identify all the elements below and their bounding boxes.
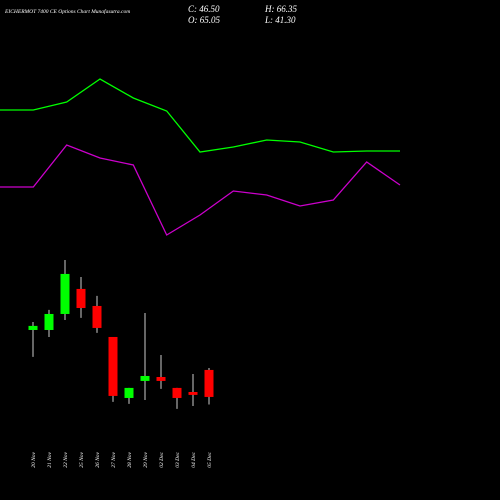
candle-body xyxy=(204,369,214,397)
x-tick-label: 05 Dec xyxy=(207,451,213,467)
info-close: C: 46.50 xyxy=(188,4,220,14)
x-tick-label: 29 Nov xyxy=(143,451,149,467)
candle-body xyxy=(140,375,150,381)
x-tick-label: 22 Nov xyxy=(63,451,69,467)
x-tick-label: 03 Dec xyxy=(175,451,181,467)
candle-body xyxy=(156,377,166,381)
info-low: L: 41.30 xyxy=(264,15,296,25)
x-tick-label: 04 Dec xyxy=(190,451,197,467)
indicator-line xyxy=(0,144,401,236)
candle-body xyxy=(188,391,198,395)
candle-body xyxy=(60,273,70,314)
info-high: H: 66.35 xyxy=(264,4,297,14)
candle-body xyxy=(28,325,38,330)
x-tick-label: 02 Dec xyxy=(159,451,165,467)
info-open: O: 65.05 xyxy=(188,15,220,25)
candle-body xyxy=(172,387,182,398)
x-tick-label: 20 Nov xyxy=(31,451,37,467)
x-tick-label: 28 Nov xyxy=(127,451,133,467)
candle-body xyxy=(108,336,118,396)
candle-body xyxy=(44,313,54,330)
candle-body xyxy=(92,305,102,328)
x-tick-label: 25 Nov xyxy=(79,451,85,467)
x-tick-label: 26 Nov xyxy=(95,451,101,467)
candle-body xyxy=(124,387,134,398)
candle-body xyxy=(76,288,86,309)
chart-title: EICHERMOT 7400 CE Options Chart Munafasu… xyxy=(4,8,130,15)
x-tick-label: 27 Nov xyxy=(111,451,117,467)
x-tick-label: 21 Nov xyxy=(47,451,53,467)
indicator-line xyxy=(0,78,400,153)
